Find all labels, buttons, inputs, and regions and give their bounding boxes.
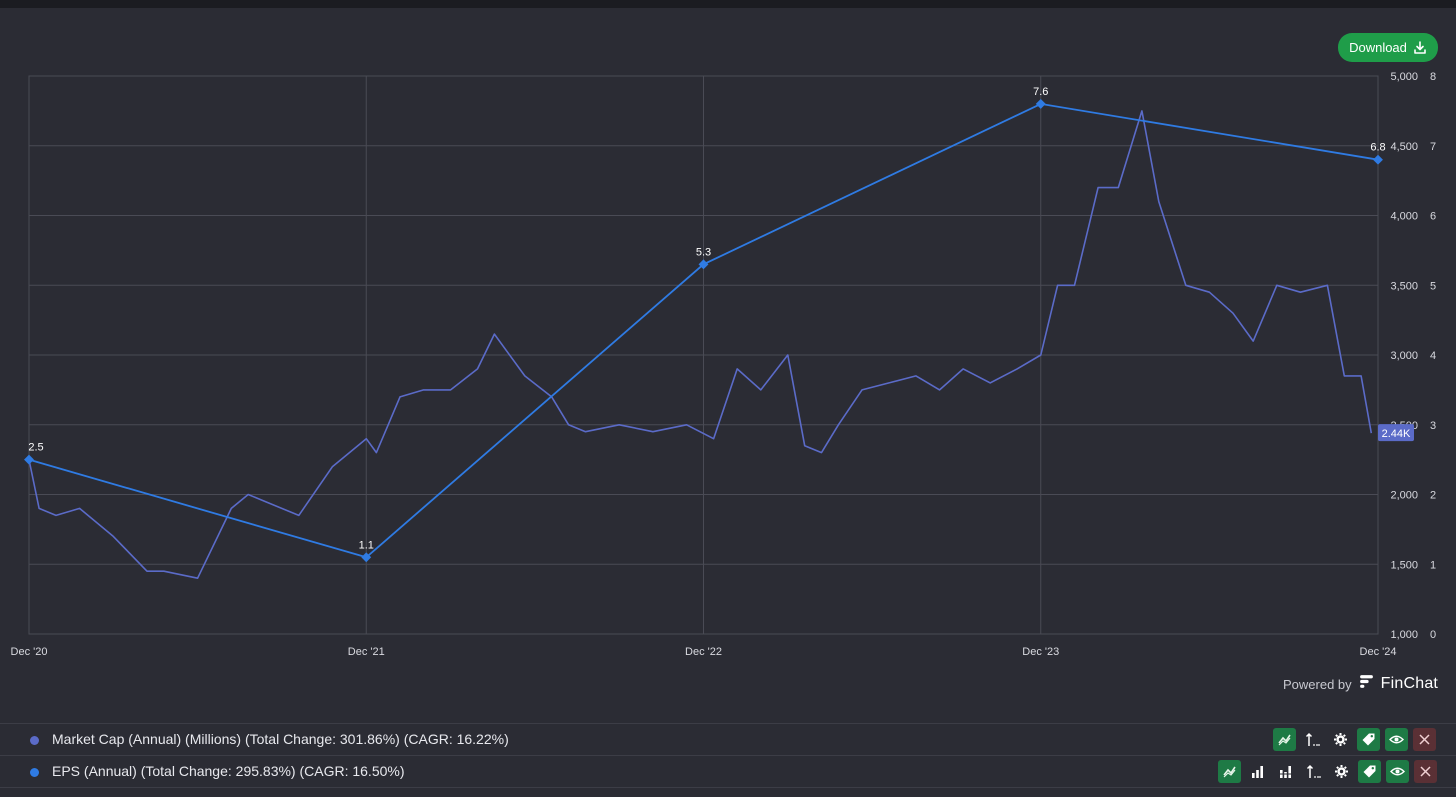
axis-button[interactable] bbox=[1302, 760, 1325, 783]
y-right-tick-label: 7 bbox=[1430, 141, 1436, 153]
chart[interactable]: 1,00001,50012,00022,50033,00043,50054,00… bbox=[0, 0, 1456, 700]
series-tools bbox=[1218, 760, 1437, 783]
remove-series-button[interactable] bbox=[1414, 760, 1437, 783]
eps-data-label: 1.1 bbox=[359, 539, 374, 551]
y-right-tick-label: 1 bbox=[1430, 559, 1436, 571]
y-right-tick-label: 8 bbox=[1430, 71, 1436, 83]
eye-icon bbox=[1390, 767, 1405, 776]
powered-by: Powered by FinChat bbox=[1283, 674, 1438, 694]
eps-data-label: 6.8 bbox=[1370, 142, 1385, 154]
label-button[interactable] bbox=[1357, 728, 1380, 751]
y-left-tick-label: 1,000 bbox=[1390, 629, 1418, 641]
eps-data-label: 5.3 bbox=[696, 246, 711, 258]
finchat-logo-icon bbox=[1358, 673, 1375, 695]
x-tick-label: Dec '22 bbox=[685, 646, 722, 658]
close-icon bbox=[1419, 734, 1430, 745]
x-tick-label: Dec '24 bbox=[1360, 646, 1397, 658]
tag-icon bbox=[1362, 733, 1375, 746]
powered-by-text: Powered by bbox=[1283, 676, 1352, 692]
legend-row-eps[interactable]: EPS (Annual) (Total Change: 295.83%) (CA… bbox=[0, 755, 1456, 787]
x-tick-label: Dec '23 bbox=[1022, 646, 1059, 658]
legend-dot bbox=[30, 768, 39, 777]
top-bar bbox=[0, 0, 1456, 8]
download-icon bbox=[1413, 40, 1427, 55]
label-button[interactable] bbox=[1358, 760, 1381, 783]
x-tick-label: Dec '20 bbox=[11, 646, 48, 658]
bar-chart-icon bbox=[1252, 766, 1263, 778]
y-left-tick-label: 3,000 bbox=[1390, 350, 1418, 362]
bar-chart-button[interactable] bbox=[1246, 760, 1269, 783]
gear-icon bbox=[1335, 765, 1348, 778]
y-right-tick-label: 2 bbox=[1430, 490, 1436, 502]
y-right-tick-label: 5 bbox=[1430, 280, 1436, 292]
eye-icon bbox=[1389, 735, 1404, 744]
y-right-tick-label: 6 bbox=[1430, 211, 1436, 223]
download-button[interactable]: Download bbox=[1338, 33, 1438, 62]
y-left-tick-label: 5,000 bbox=[1390, 71, 1418, 83]
y-right-tick-label: 3 bbox=[1430, 420, 1436, 432]
line-chart-icon bbox=[1278, 734, 1291, 746]
last-value-badge bbox=[1378, 424, 1414, 442]
series-tools bbox=[1273, 728, 1436, 751]
eps-point bbox=[698, 259, 709, 270]
legend-label: Market Cap (Annual) (Millions) (Total Ch… bbox=[52, 731, 509, 747]
y-left-tick-label: 4,500 bbox=[1390, 141, 1418, 153]
eps-data-label: 7.6 bbox=[1033, 86, 1048, 98]
y-left-tick-label: 1,500 bbox=[1390, 559, 1418, 571]
y-left-tick-label: 4,000 bbox=[1390, 211, 1418, 223]
y-right-tick-label: 4 bbox=[1430, 350, 1436, 362]
bottom-divider bbox=[0, 787, 1456, 788]
eps-point bbox=[24, 454, 34, 465]
legend-row-market-cap[interactable]: Market Cap (Annual) (Millions) (Total Ch… bbox=[0, 723, 1456, 755]
finchat-brand: FinChat bbox=[1380, 675, 1439, 692]
market-cap-line bbox=[28, 110, 1373, 580]
eps-point bbox=[1035, 98, 1046, 109]
download-label: Download bbox=[1349, 40, 1407, 55]
settings-button[interactable] bbox=[1329, 728, 1352, 751]
axis-icon bbox=[1305, 732, 1320, 746]
x-tick-label: Dec '21 bbox=[348, 646, 385, 658]
tag-icon bbox=[1363, 765, 1376, 778]
legend-dot bbox=[30, 736, 39, 745]
line-chart-button[interactable] bbox=[1273, 728, 1296, 751]
visibility-button[interactable] bbox=[1386, 760, 1409, 783]
remove-series-button[interactable] bbox=[1413, 728, 1436, 751]
stacked-bar-icon bbox=[1280, 766, 1291, 778]
y-left-tick-label: 2,000 bbox=[1390, 490, 1418, 502]
line-chart-icon bbox=[1223, 766, 1236, 778]
y-right-tick-label: 0 bbox=[1430, 629, 1436, 641]
visibility-button[interactable] bbox=[1385, 728, 1408, 751]
stacked-bar-button[interactable] bbox=[1274, 760, 1297, 783]
axis-button[interactable] bbox=[1301, 728, 1324, 751]
eps-point bbox=[1373, 154, 1383, 165]
legend-label: EPS (Annual) (Total Change: 295.83%) (CA… bbox=[52, 763, 405, 779]
eps-data-label: 2.5 bbox=[28, 442, 43, 454]
settings-button[interactable] bbox=[1330, 760, 1353, 783]
axis-icon bbox=[1306, 764, 1321, 778]
last-value-label: 2.44K bbox=[1382, 428, 1411, 440]
eps-point bbox=[361, 552, 372, 563]
line-chart-button[interactable] bbox=[1218, 760, 1241, 783]
close-icon bbox=[1420, 766, 1431, 777]
gear-icon bbox=[1334, 733, 1347, 746]
y-left-tick-label: 3,500 bbox=[1390, 280, 1418, 292]
